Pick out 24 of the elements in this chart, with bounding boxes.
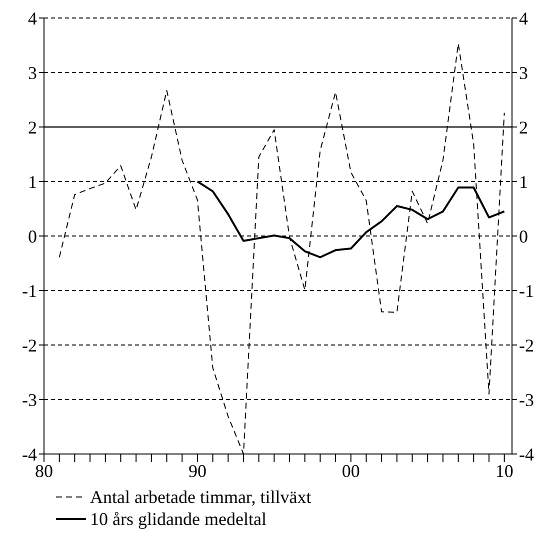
x-tick-label: 00	[342, 460, 360, 481]
x-tick-label: 90	[188, 460, 206, 481]
y-tick-label: -2	[22, 335, 37, 356]
y2-tick-label: -4	[519, 444, 534, 464]
y2-tick-label: 3	[519, 62, 528, 83]
y-tick-label: 1	[28, 172, 37, 192]
y-tick-label: -4	[22, 444, 37, 464]
y-tick-label: 2	[28, 117, 37, 138]
legend-label: Antal arbetade timmar, tillväxt	[90, 486, 312, 508]
x-tick-label: 80	[35, 460, 53, 481]
y-tick-label: 4	[28, 8, 37, 28]
y-tick-label: -3	[22, 390, 37, 410]
y2-tick-label: 2	[519, 117, 528, 138]
y2-tick-label: -3	[519, 390, 534, 410]
y-tick-label: -1	[22, 280, 37, 301]
x-tick-label: 10	[495, 460, 514, 481]
y2-tick-label: 4	[519, 8, 528, 28]
y2-tick-label: -2	[519, 335, 534, 356]
legend-label: 10 års glidande medeltal	[90, 508, 266, 530]
y-tick-label: 3	[28, 62, 37, 83]
y2-tick-label: -1	[519, 280, 534, 301]
y-tick-label: 0	[28, 226, 37, 246]
y2-tick-label: 1	[519, 172, 528, 192]
y2-tick-label: 0	[519, 226, 528, 246]
